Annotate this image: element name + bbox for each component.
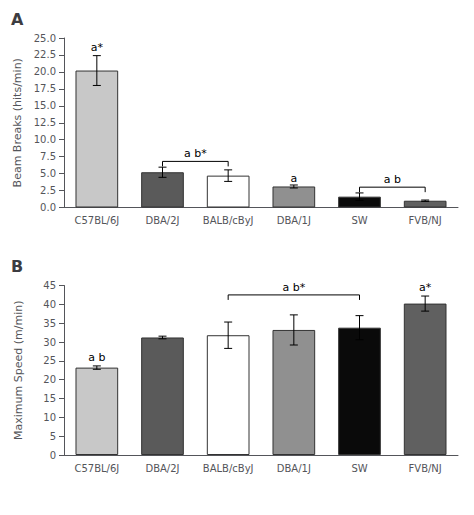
svg-text:10: 10 <box>43 412 56 423</box>
svg-text:20: 20 <box>43 374 56 385</box>
svg-text:2.5: 2.5 <box>40 185 56 196</box>
svg-text:5.0: 5.0 <box>40 168 56 179</box>
svg-text:FVB/NJ: FVB/NJ <box>409 215 442 226</box>
svg-text:a: a <box>290 172 297 185</box>
svg-text:15: 15 <box>43 393 56 404</box>
svg-text:BALB/cByJ: BALB/cByJ <box>203 463 254 474</box>
svg-text:A: A <box>11 10 24 29</box>
svg-text:SW: SW <box>351 463 367 474</box>
svg-text:20.0: 20.0 <box>34 66 56 77</box>
svg-text:a*: a* <box>91 41 104 54</box>
svg-text:DBA/2J: DBA/2J <box>145 463 179 474</box>
svg-text:B: B <box>11 257 23 276</box>
svg-text:10.0: 10.0 <box>34 134 56 145</box>
svg-text:FVB/NJ: FVB/NJ <box>409 463 442 474</box>
svg-text:Maximum Speed (m/min): Maximum Speed (m/min) <box>12 301 25 440</box>
svg-text:a b: a b <box>88 351 105 364</box>
svg-text:45: 45 <box>43 280 56 291</box>
svg-text:a b: a b <box>384 173 401 186</box>
svg-text:0: 0 <box>50 450 56 461</box>
svg-text:35: 35 <box>43 318 56 329</box>
svg-text:25: 25 <box>43 355 56 366</box>
svg-text:a b*: a b* <box>184 147 207 160</box>
svg-text:17.5: 17.5 <box>34 83 56 94</box>
svg-text:DBA/1J: DBA/1J <box>277 463 311 474</box>
svg-text:12.5: 12.5 <box>34 117 56 128</box>
svg-text:22.5: 22.5 <box>34 49 56 60</box>
svg-text:a*: a* <box>419 281 432 294</box>
svg-text:15.0: 15.0 <box>34 100 56 111</box>
svg-text:a b*: a b* <box>282 281 305 294</box>
svg-text:25.0: 25.0 <box>34 33 56 44</box>
svg-text:30: 30 <box>43 337 56 348</box>
svg-text:DBA/1J: DBA/1J <box>277 215 311 226</box>
svg-text:5: 5 <box>50 431 56 442</box>
svg-text:40: 40 <box>43 299 56 310</box>
svg-text:BALB/cByJ: BALB/cByJ <box>203 215 254 226</box>
svg-text:0.0: 0.0 <box>40 202 56 213</box>
svg-text:SW: SW <box>351 215 367 226</box>
svg-text:Beam Breaks (hits/min): Beam Breaks (hits/min) <box>11 58 24 187</box>
svg-text:C57BL/6J: C57BL/6J <box>74 463 119 474</box>
svg-text:DBA/2J: DBA/2J <box>145 215 179 226</box>
svg-text:7.5: 7.5 <box>40 151 56 162</box>
svg-text:C57BL/6J: C57BL/6J <box>74 215 119 226</box>
